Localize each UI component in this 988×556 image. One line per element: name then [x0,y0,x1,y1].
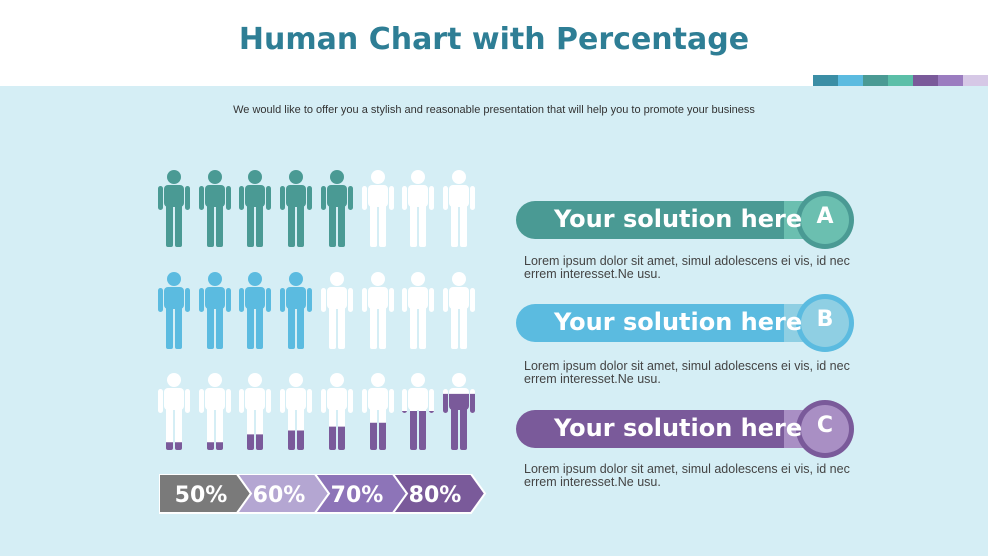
person-icon-empty [320,272,353,349]
percent-arrow-label: 70% [331,483,384,508]
person-icon-filled [198,170,231,247]
person-icon-empty [402,272,435,349]
person-icon-partial [402,373,435,450]
solution-banner-b-shape [516,294,854,352]
person-icon-filled [158,272,190,349]
page-title: Human Chart with Percentage [238,22,750,57]
solution-title-a: Your solution here [554,205,803,233]
person-icon-partial [198,373,231,450]
percent-arrow [391,474,487,514]
solution-title-b: Your solution here [554,308,803,336]
person-icon-filled [280,170,313,247]
person-icon-empty [361,170,394,247]
person-icon-partial [239,373,272,450]
person-icon-filled [198,272,231,349]
person-icon-filled [158,170,190,247]
color-strip-segment [863,75,888,86]
solution-letter-a: A [816,204,834,229]
page-subtitle: We would like to offer you a stylish and… [233,104,755,116]
solution-desc-b: Lorem ipsum dolor sit amet, simul adoles… [524,359,850,386]
solution-banner-a: Your solution here A [516,191,854,249]
solution-letter-c: C [816,413,834,438]
person-icon-filled [280,272,313,349]
solution-letter-b: B [816,307,834,332]
solution-banner-c: Your solution here C [516,400,854,458]
solution-banner-a-shape [516,191,854,249]
percent-arrow-label: 50% [175,483,228,508]
person-icon-empty [442,272,475,349]
color-strip-segment [963,75,988,86]
person-icon-partial [320,373,353,450]
solution-banner-b: Your solution here B [516,294,854,352]
solution-banner-c-shape [516,400,854,458]
color-strip-segment [813,75,838,86]
person-icon-filled [320,170,353,247]
color-strip-segment [913,75,938,86]
solution-title-c: Your solution here [554,414,803,442]
color-strip-segment [838,75,863,86]
person-icon-empty [402,170,435,247]
person-icon-partial [158,373,190,450]
percent-arrow-label: 80% [409,483,462,508]
solution-desc-a: Lorem ipsum dolor sit amet, simul adoles… [524,254,850,281]
percent-arrows: 50% 60% 70% 80% [159,474,489,514]
person-icon-empty [361,272,394,349]
person-icon-filled [239,170,272,247]
person-icon-empty [442,170,475,247]
color-strip-segment [888,75,913,86]
percent-arrows-svg: 50% 60% 70% 80% [159,474,487,514]
color-strip-segment [938,75,963,86]
person-icon-partial [361,373,394,450]
solution-desc-c: Lorem ipsum dolor sit amet, simul adoles… [524,462,850,489]
header-bar [0,0,988,86]
percent-arrow-label: 60% [253,483,306,508]
person-icon-partial [280,373,313,450]
color-strip [813,75,988,86]
person-icon-partial [442,373,475,450]
person-icon-filled [239,272,272,349]
